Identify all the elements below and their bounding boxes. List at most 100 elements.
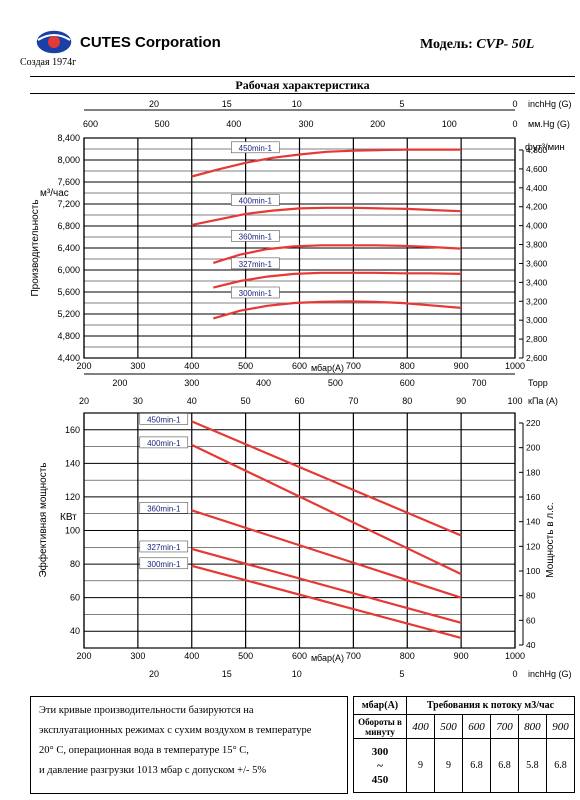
inhg-tick-label: 0 — [512, 99, 517, 109]
y2-tick-label: 200 — [526, 443, 540, 453]
inhg-label: inchHg (G) — [528, 99, 572, 109]
speed-top: 300 — [371, 745, 389, 758]
y2-tick-label: 4,000 — [526, 221, 548, 231]
series-label: 327min-1 — [239, 260, 273, 269]
x-axis-label: мбар(A) — [311, 653, 344, 663]
series-line — [191, 547, 462, 624]
y2-tick-label: 4,800 — [526, 145, 548, 155]
y-tick-label: 5,200 — [57, 309, 80, 319]
x-tick-label: 700 — [346, 651, 361, 661]
x-tick-label: 900 — [454, 361, 469, 371]
x-tick-label: 400 — [184, 361, 199, 371]
model-label: Модель: — [420, 37, 473, 52]
torr-tick-label: 700 — [472, 378, 487, 388]
series-label: 360min-1 — [147, 504, 181, 513]
y2-axis-label: фут³/мин — [525, 142, 565, 153]
series-line — [212, 244, 462, 264]
x-tick-label: 400 — [184, 651, 199, 661]
note-line: и давление разгрузки 1013 мбар с допуско… — [39, 765, 267, 776]
table-cell: 9 — [406, 738, 435, 793]
y2-tick-label: 120 — [526, 541, 540, 551]
speed-mid: ~ — [377, 759, 383, 772]
inhg-label: inchHg (G) — [528, 669, 572, 679]
y2-tick-label: 3,600 — [526, 258, 548, 268]
mmhg-tick-label: 0 — [512, 119, 517, 129]
series-label-box — [231, 230, 280, 242]
y-tick-label: 140 — [65, 458, 80, 468]
y2-tick-label: 140 — [526, 517, 540, 527]
y2-tick-label: 3,400 — [526, 277, 548, 287]
table-cell: 6.8 — [545, 738, 576, 793]
y2-tick-label: 4,600 — [526, 164, 548, 174]
since-text: Создая 1974г — [20, 57, 77, 68]
y-tick-label: 7,200 — [57, 199, 80, 209]
series-label-box — [139, 540, 189, 553]
y2-tick-label: 40 — [526, 640, 536, 650]
inhg-tick-label: 5 — [399, 669, 404, 679]
series-label-box — [231, 286, 280, 299]
model-value: CVP- 50L — [476, 37, 535, 52]
series-label: 327min-1 — [147, 543, 181, 552]
y-tick-label: 8,000 — [57, 155, 80, 165]
y-axis-label: Эффективная мощность — [37, 463, 49, 578]
globe-logo-icon — [35, 29, 73, 55]
y-tick-label: 120 — [65, 492, 80, 502]
kpa-tick-label: 20 — [79, 396, 89, 406]
y2-tick-label: 4,200 — [526, 202, 548, 212]
model-heading: Модель: CVP- 50L — [420, 37, 534, 53]
series-label-box — [139, 436, 189, 449]
kpa-tick-label: 60 — [294, 396, 304, 406]
y2-tick-label: 2,800 — [526, 334, 548, 344]
torr-tick-label: 200 — [112, 378, 127, 388]
y2-tick-label: 100 — [526, 566, 540, 576]
y2-tick-label: 3,800 — [526, 240, 548, 250]
series-line — [213, 271, 462, 289]
x-tick-label: 700 — [346, 361, 361, 371]
y-tick-label: 60 — [70, 593, 80, 603]
company-logo — [34, 28, 74, 56]
kpa-label: кПа (A) — [528, 396, 558, 406]
x-tick-label: 300 — [130, 651, 145, 661]
x-tick-label: 200 — [76, 651, 91, 661]
table-cell: 6.8 — [461, 738, 491, 793]
inhg-tick-label: 15 — [222, 669, 232, 679]
table-cell: 9 — [433, 738, 463, 793]
table-col-header: 700 — [489, 714, 519, 739]
x-tick-label: 300 — [130, 361, 145, 371]
y2-tick-label: 2,600 — [526, 353, 548, 363]
mmhg-tick-label: 200 — [370, 119, 385, 129]
series-line — [191, 148, 462, 178]
series-label: 450min-1 — [239, 144, 273, 153]
series-label-box — [231, 194, 280, 206]
mmhg-tick-label: 400 — [226, 119, 241, 129]
series-label: 360min-1 — [239, 232, 273, 241]
series-label: 400min-1 — [147, 439, 181, 448]
speed-range: 300 ~ 450 — [353, 738, 407, 793]
table-col-header: 800 — [517, 714, 547, 739]
y-tick-label: 8,400 — [57, 133, 80, 143]
y2-tick-label: 3,000 — [526, 315, 548, 325]
y2-tick-label: 220 — [526, 418, 540, 428]
note-line: Эти кривые производительности базируются… — [39, 705, 254, 716]
series-line — [191, 443, 462, 576]
series-label-box — [231, 257, 280, 270]
x-tick-label: 200 — [76, 361, 91, 371]
x-tick-label: 1000 — [505, 361, 525, 371]
y-tick-label: 7,600 — [57, 177, 80, 187]
torr-tick-label: 500 — [328, 378, 343, 388]
series-label: 300min-1 — [147, 560, 181, 569]
kpa-tick-label: 30 — [133, 396, 143, 406]
y-tick-label: 4,400 — [57, 353, 80, 363]
series-label: 300min-1 — [239, 289, 273, 298]
speed-bottom: 450 — [371, 773, 389, 786]
y-axis-unit: КВт — [60, 512, 77, 523]
y2-tick-label: 3,200 — [526, 296, 548, 306]
table-col-header: 400 — [406, 714, 435, 739]
table-cell: 6.8 — [489, 738, 519, 793]
y2-tick-label: 80 — [526, 591, 536, 601]
series-line — [191, 420, 462, 537]
kpa-tick-label: 100 — [507, 396, 522, 406]
row-label: Обороты в минуту — [353, 714, 407, 739]
table-col-header: 900 — [545, 714, 576, 739]
inhg-tick-label: 10 — [292, 669, 302, 679]
